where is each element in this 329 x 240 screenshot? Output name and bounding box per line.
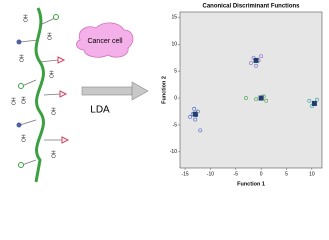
plot-area (179, 11, 323, 169)
point (195, 109, 200, 114)
y-tick-label: 0 (174, 95, 177, 101)
x-tick-label: 10 (309, 171, 315, 177)
centroid (192, 111, 198, 117)
oh-label: OH (49, 70, 55, 78)
polymer-diagram: OH OH OH OH OH OH OH OH OH (11, 7, 70, 183)
point (307, 98, 312, 103)
y-tick-label: 5 (174, 69, 177, 75)
arrow-shaft (81, 86, 133, 96)
y-tick-label: 15 (171, 15, 177, 21)
group-triangle (57, 56, 66, 64)
point (188, 114, 193, 119)
point (309, 104, 314, 109)
cloud-label: Cancer cell (87, 38, 122, 45)
figure: OH OH OH OH OH OH OH OH OH Cancer cell L… (11, 4, 323, 187)
y-axis-label: Function 2 (161, 76, 167, 104)
point (315, 97, 319, 102)
lda-arrow: LDA (81, 81, 149, 116)
point (259, 54, 264, 59)
y-tick-label: -5 (173, 122, 178, 128)
group-circle (16, 39, 22, 45)
group-circle (16, 122, 22, 128)
arrow-head (131, 81, 149, 101)
point (251, 55, 256, 60)
oh-label: OH (23, 14, 29, 22)
point (264, 98, 269, 103)
group-triangle (61, 136, 70, 144)
oh-label: OH (51, 150, 57, 158)
oh-label: OH (19, 54, 25, 62)
oh-label: OH (47, 32, 53, 40)
centroid (258, 95, 264, 101)
oh-label: OH (21, 96, 27, 104)
group-circle (53, 14, 59, 20)
group-circle (18, 83, 24, 89)
oh-label: OH (11, 97, 17, 105)
centroid (253, 57, 259, 63)
cancer-cell: Cancer cell (76, 22, 134, 58)
x-tick-label: 5 (285, 171, 288, 177)
oh-label: OH (51, 107, 57, 115)
x-tick-label: -5 (234, 171, 239, 177)
point (244, 96, 248, 100)
group-triangle (59, 90, 68, 98)
oh-label: OH (21, 134, 27, 142)
y-tick-label: 10 (171, 42, 177, 48)
chart-title: Canonical Discriminant Functions (202, 4, 300, 10)
x-tick-label: -15 (181, 171, 188, 177)
arrow-label: LDA (90, 105, 110, 116)
y-tick-label: -10 (170, 149, 177, 155)
point (193, 117, 198, 122)
polymer-backbone (34, 7, 45, 183)
point (254, 97, 258, 102)
x-axis-label: Function 1 (237, 181, 265, 187)
point (249, 61, 253, 66)
point (254, 63, 258, 68)
x-tick-label: -10 (207, 171, 214, 177)
side-chains (19, 17, 62, 166)
cell-cloud (76, 22, 134, 58)
group-circle (18, 162, 24, 168)
page: {"diagram": {"cloud_label": "Cancer cell… (11, 3, 323, 188)
x-tick-label: 0 (260, 171, 263, 177)
centroid (311, 100, 317, 106)
point (198, 128, 203, 133)
point (192, 106, 197, 111)
